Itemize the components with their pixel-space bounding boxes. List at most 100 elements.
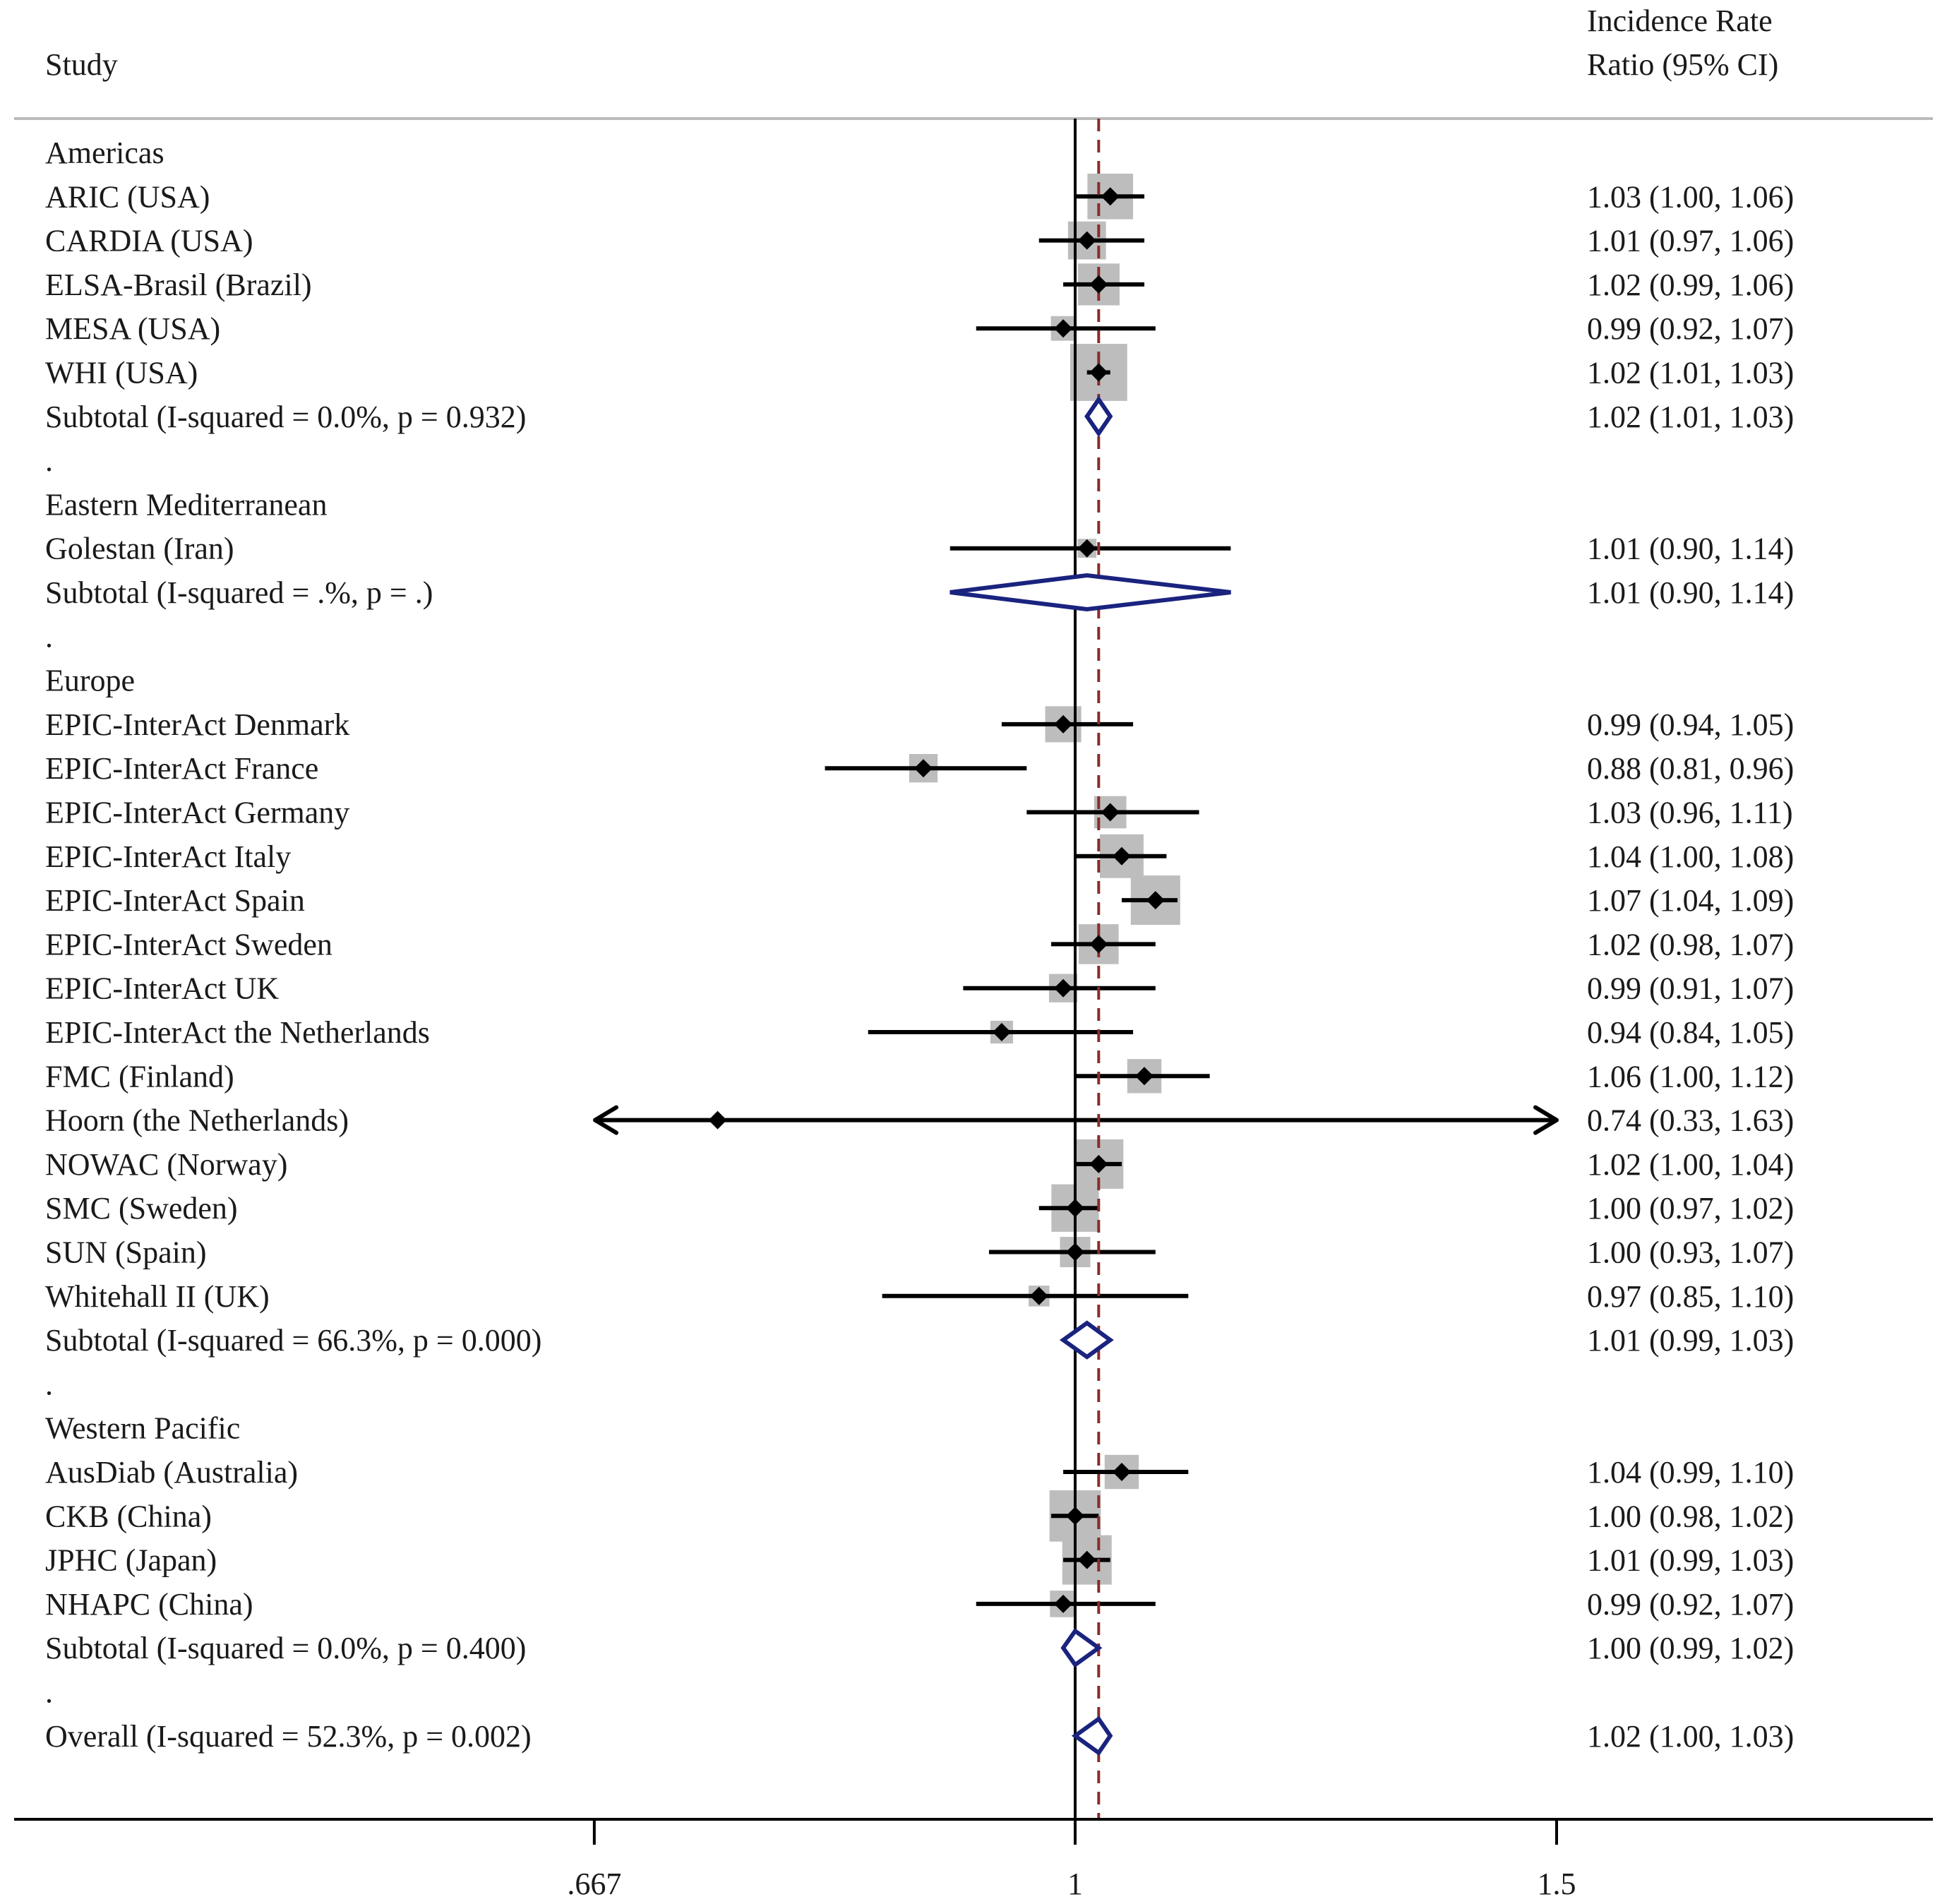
point-layer (708, 187, 1231, 1756)
study-label: NOWAC (Norway) (45, 1147, 287, 1182)
subtotal-diamond (949, 573, 1231, 612)
point-estimate (1089, 1154, 1108, 1173)
study-estimate-text: 1.02 (1.00, 1.04) (1587, 1147, 1794, 1182)
point-estimate (1077, 231, 1096, 250)
study-label: Hoorn (the Netherlands) (45, 1103, 349, 1138)
study-estimate-text: 1.03 (1.00, 1.06) (1587, 179, 1794, 214)
study-label: NHAPC (China) (45, 1587, 253, 1622)
point-estimate (1066, 1507, 1084, 1526)
x-tick-label: 1.5 (1538, 1867, 1576, 1901)
study-estimate-text: 1.01 (0.99, 1.03) (1587, 1543, 1794, 1578)
study-label: AusDiab (Australia) (45, 1455, 298, 1490)
ci-arrow-left (593, 1105, 618, 1135)
point-estimate (1101, 803, 1120, 822)
point-estimate (1054, 714, 1073, 734)
group-label: Europe (45, 664, 135, 698)
study-estimate-text: 1.06 (1.00, 1.12) (1587, 1059, 1794, 1094)
study-label: ELSA-Brasil (Brazil) (45, 268, 312, 302)
ci-arrow-right (1533, 1105, 1559, 1135)
point-estimate (708, 1110, 727, 1130)
point-estimate (1112, 1463, 1131, 1481)
study-estimate-text: 1.07 (1.04, 1.09) (1587, 883, 1794, 918)
group-label: Eastern Mediterranean (45, 487, 327, 522)
point-estimate (1077, 1550, 1096, 1569)
study-estimate-text: 1.04 (0.99, 1.10) (1587, 1455, 1794, 1490)
point-estimate (1101, 187, 1120, 206)
spacer-label: . (45, 1675, 53, 1710)
study-estimate-text: 1.00 (0.97, 1.02) (1587, 1191, 1794, 1226)
overall-diamond (1071, 1716, 1113, 1756)
study-label: JPHC (Japan) (45, 1543, 217, 1578)
subtotal-estimate-text: 1.00 (0.99, 1.02) (1587, 1631, 1794, 1665)
point-estimate (1089, 935, 1108, 954)
subtotal-diamond (1084, 395, 1113, 438)
study-estimate-text: 0.99 (0.92, 1.07) (1587, 1587, 1794, 1622)
subtotal-diamond (1059, 1320, 1114, 1360)
study-estimate-text: 0.74 (0.33, 1.63) (1587, 1103, 1794, 1138)
study-label: FMC (Finland) (45, 1059, 234, 1094)
point-estimate (1054, 319, 1073, 338)
study-label: Golestan (Iran) (45, 532, 234, 566)
study-label: EPIC-InterAct Italy (45, 839, 291, 874)
group-label: Western Pacific (45, 1411, 240, 1446)
point-estimate (1066, 1199, 1084, 1218)
study-estimate-text: 1.01 (0.97, 1.06) (1587, 224, 1794, 258)
point-estimate (1089, 363, 1108, 382)
study-estimate-text: 1.02 (0.98, 1.07) (1587, 927, 1794, 962)
study-estimate-text: 1.01 (0.90, 1.14) (1587, 532, 1794, 566)
header-effect-line2: Ratio (95% CI) (1587, 47, 1778, 82)
study-label: Whitehall II (UK) (45, 1279, 270, 1314)
subtotal-label: Subtotal (I-squared = 0.0%, p = 0.932) (45, 400, 526, 434)
subtotal-label: Subtotal (I-squared = .%, p = .) (45, 575, 433, 610)
point-estimate (992, 1023, 1011, 1041)
study-estimate-text: 1.02 (0.99, 1.06) (1587, 268, 1794, 302)
point-estimate (1077, 539, 1096, 558)
overall-estimate-text: 1.02 (1.00, 1.03) (1587, 1719, 1794, 1754)
point-estimate (913, 759, 933, 778)
point-estimate (1135, 1067, 1154, 1086)
study-estimate-text: 0.99 (0.94, 1.05) (1587, 707, 1794, 742)
study-estimate-text: 1.00 (0.98, 1.02) (1587, 1499, 1794, 1533)
point-estimate (1066, 1243, 1084, 1262)
point-estimate (1054, 1594, 1073, 1613)
study-label: EPIC-InterAct Denmark (45, 707, 349, 742)
study-label: SUN (Spain) (45, 1235, 207, 1270)
subtotal-label: Subtotal (I-squared = 66.3%, p = 0.000) (45, 1323, 541, 1358)
study-label: CKB (China) (45, 1499, 212, 1533)
header-study: Study (45, 47, 118, 82)
study-estimate-text: 0.94 (0.84, 1.05) (1587, 1015, 1794, 1050)
study-estimate-text: 0.99 (0.92, 1.07) (1587, 311, 1794, 346)
study-label: EPIC-InterAct Spain (45, 883, 305, 918)
label-layer: .667 1 1.5 Americas ARIC (USA) 1.03 (1.00, 1.… (45, 136, 1794, 1901)
subtotal-diamond (1060, 1627, 1103, 1668)
study-label: MESA (USA) (45, 311, 220, 346)
study-label: SMC (Sweden) (45, 1191, 238, 1226)
point-estimate (1146, 891, 1165, 910)
study-label: ARIC (USA) (45, 179, 210, 214)
point-estimate (1054, 978, 1073, 998)
study-estimate-text: 0.88 (0.81, 0.96) (1587, 751, 1794, 786)
study-estimate-text: 0.97 (0.85, 1.10) (1587, 1279, 1794, 1314)
study-label: EPIC-InterAct Germany (45, 796, 349, 830)
subtotal-estimate-text: 1.02 (1.01, 1.03) (1587, 400, 1794, 434)
study-label: EPIC-InterAct France (45, 751, 318, 786)
study-estimate-text: 1.04 (1.00, 1.08) (1587, 839, 1794, 874)
x-tick-label: .667 (567, 1867, 621, 1901)
subtotal-estimate-text: 1.01 (0.99, 1.03) (1587, 1323, 1794, 1358)
overall-label: Overall (I-squared = 52.3%, p = 0.002) (45, 1719, 532, 1754)
spacer-label: . (45, 443, 53, 478)
study-estimate-text: 1.02 (1.01, 1.03) (1587, 356, 1794, 390)
study-estimate-text: 1.00 (0.93, 1.07) (1587, 1235, 1794, 1270)
spacer-label: . (45, 619, 53, 654)
group-label: Americas (45, 136, 164, 170)
study-estimate-text: 0.99 (0.91, 1.07) (1587, 971, 1794, 1006)
header-effect-line1: Incidence Rate (1587, 4, 1773, 38)
study-label: EPIC-InterAct UK (45, 971, 279, 1006)
study-label: EPIC-InterAct Sweden (45, 927, 333, 962)
study-label: EPIC-InterAct the Netherlands (45, 1015, 430, 1050)
point-estimate (1112, 846, 1131, 866)
study-label: CARDIA (USA) (45, 224, 253, 258)
subtotal-estimate-text: 1.01 (0.90, 1.14) (1587, 575, 1794, 610)
